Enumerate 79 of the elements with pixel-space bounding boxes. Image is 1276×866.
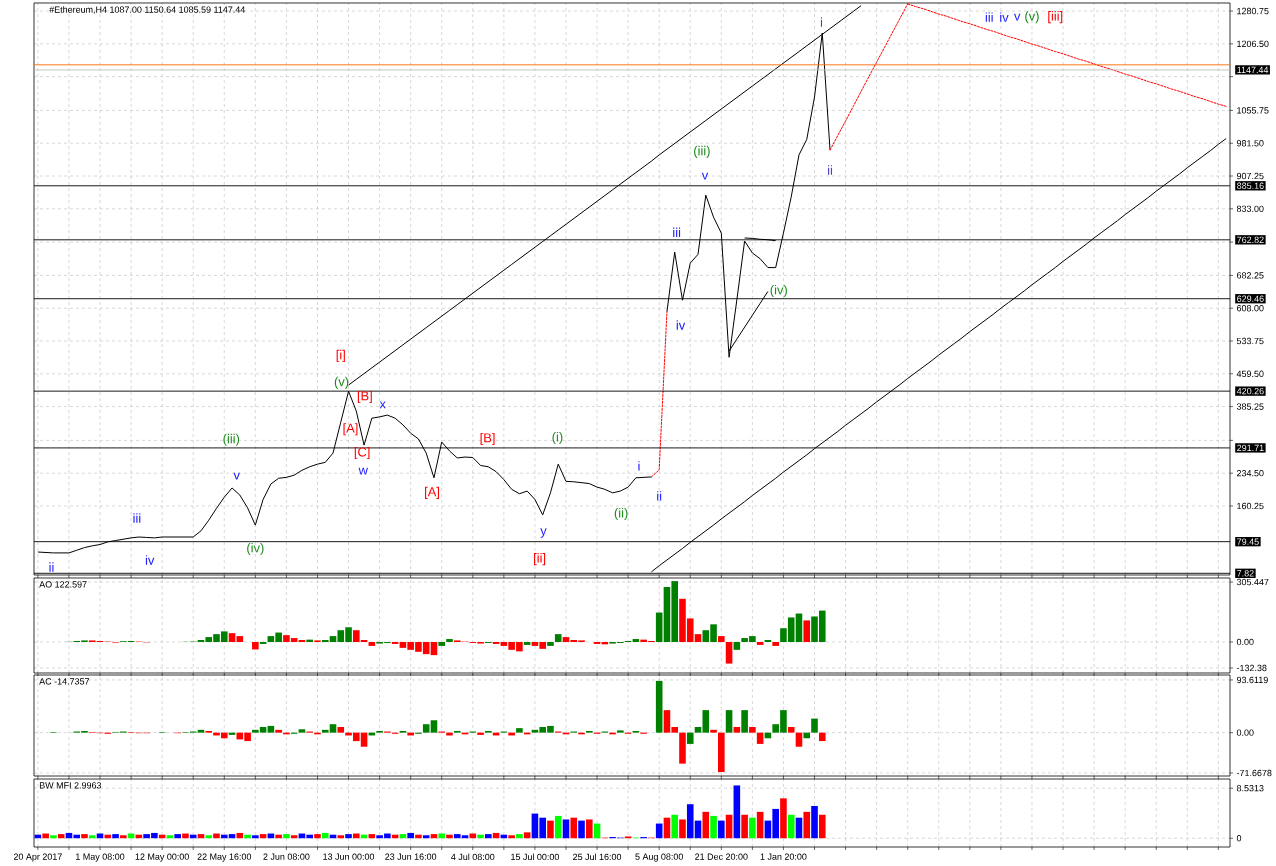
annotation: ii: [657, 491, 662, 501]
y-tick-label: 1280.75: [1237, 7, 1269, 15]
y-tick-label: 93.6119: [1236, 676, 1268, 684]
y-tick-label: 833.00: [1236, 205, 1264, 212]
y-tick-label: 459.50: [1236, 370, 1264, 377]
annotation: w: [358, 467, 368, 475]
annotation: [C]: [354, 447, 370, 460]
annotation: v: [233, 472, 240, 480]
y-tick-label: 0: [1236, 835, 1242, 842]
annotation: (i): [552, 432, 563, 445]
ref-line-label: 420.26: [1236, 387, 1264, 395]
x-tick-label: 25 Jul 16:00: [573, 853, 622, 861]
annotation: x: [379, 401, 386, 409]
annotation: iv: [1000, 12, 1009, 22]
annotation: iv: [676, 320, 686, 330]
y-tick-label: -132.38: [1236, 664, 1267, 672]
y-tick-label: 981.50: [1236, 140, 1264, 147]
x-tick-label: 4 Jul 08:00: [451, 853, 495, 861]
y-tick-label: 682.25: [1236, 272, 1264, 279]
y-tick-label: 0.00: [1236, 729, 1254, 736]
annotation: (iii): [694, 145, 710, 158]
ref-line-label: 7.82: [1237, 570, 1254, 577]
annotation: iii: [133, 513, 141, 523]
chart-title: #Ethereum,H4 1087.00 1150.64 1085.59 1147.44: [49, 6, 245, 14]
x-tick-label: 13 Jun 00:00: [323, 853, 375, 860]
ref-line-label: 629.46: [1237, 295, 1264, 302]
y-tick-label: 160.25: [1237, 502, 1264, 510]
annotation: [iii]: [1048, 11, 1063, 24]
x-tick-label: 15 Jul 00:00: [511, 853, 559, 861]
annotation: iii: [673, 227, 681, 237]
annotation: i: [638, 461, 640, 471]
y-tick-label: 305.447: [1236, 578, 1269, 586]
y-tick-label: 385.25: [1236, 403, 1264, 410]
x-tick-label: 22 May 16:00: [197, 853, 252, 862]
ref-line-label: 291.71: [1237, 444, 1264, 452]
y-tick-label: 1055.75: [1237, 107, 1269, 114]
chart-title: AO 122.597: [39, 581, 87, 588]
annotation: [B]: [480, 432, 495, 445]
ref-line-label: 79.45: [1237, 538, 1259, 545]
y-tick-label: 608.00: [1236, 305, 1264, 312]
x-tick-label: 21 Dec 20:00: [695, 853, 748, 860]
y-tick-label: 1206.50: [1237, 40, 1269, 48]
annotation: ii: [49, 562, 54, 572]
annotation: iv: [145, 555, 155, 565]
annotation: i: [820, 17, 823, 27]
y-tick-label: -71.6678: [1236, 769, 1272, 777]
chart-title: AC -14.7357: [39, 678, 90, 685]
x-tick-label: 1 May 08:00: [76, 853, 125, 862]
ref-line-label: 762.82: [1237, 236, 1264, 243]
x-tick-label: 5 Aug 08:00: [635, 853, 683, 862]
annotation: [A]: [343, 423, 358, 436]
y-tick-label: 0.00: [1236, 638, 1254, 646]
x-tick-label: 12 May 00:00: [135, 853, 189, 862]
x-tick-label: 20 Apr 2017: [13, 853, 62, 862]
annotation: (iv): [770, 284, 787, 298]
annotation: (iii): [223, 433, 240, 446]
y-tick-label: 234.50: [1236, 470, 1264, 477]
annotation: v: [1014, 13, 1021, 21]
annotation: [ii]: [534, 553, 546, 566]
annotation: [i]: [336, 349, 345, 362]
y-tick-label: 907.25: [1236, 172, 1264, 180]
y-tick-label: 8.5313: [1236, 785, 1264, 792]
x-tick-label: 2 Jun 08:00: [263, 853, 310, 860]
chart-title: BW MFI 2.9963: [39, 782, 102, 789]
annotation: iii: [985, 12, 993, 22]
annotation: [B]: [357, 390, 372, 404]
annotation: (ii): [614, 508, 628, 521]
annotation: (v): [1025, 11, 1039, 24]
y-tick-label: 533.75: [1236, 337, 1264, 345]
annotation: [A]: [425, 486, 440, 499]
annotation: y: [540, 528, 547, 538]
x-tick-label: 1 Jan 20:00: [760, 853, 807, 860]
ref-line-label: 885.16: [1237, 182, 1264, 189]
ref-line-label: 1147.44: [1237, 66, 1269, 74]
annotation: ii: [828, 165, 833, 175]
annotation: (v): [334, 376, 349, 389]
annotation: v: [701, 172, 709, 180]
annotation: (iv): [247, 542, 264, 555]
x-tick-label: 23 Jun 16:00: [385, 853, 437, 860]
